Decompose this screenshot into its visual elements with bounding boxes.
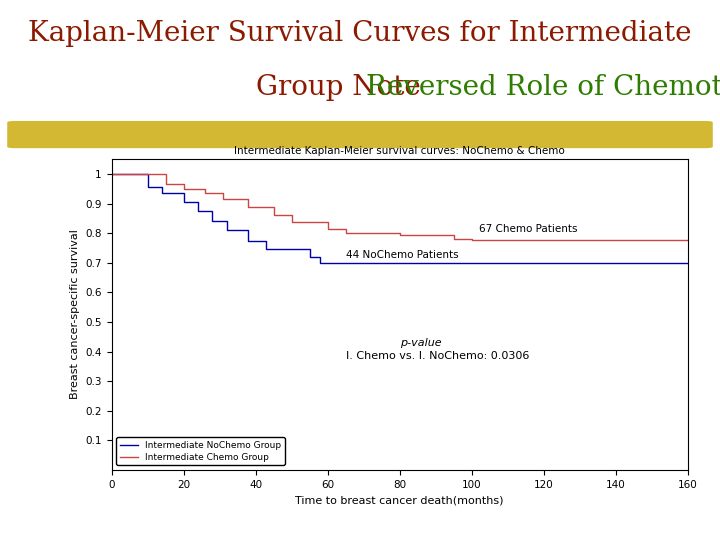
Intermediate NoChemo Group [262, 238, 271, 244]
FancyBboxPatch shape [7, 121, 713, 148]
Intermediate NoChemo Group [305, 246, 314, 253]
Intermediate NoChemo Group [341, 260, 350, 266]
Intermediate Chemo Group [161, 171, 170, 177]
Intermediate NoChemo Group [244, 238, 253, 244]
Intermediate NoChemo Group [143, 184, 152, 191]
Intermediate NoChemo Group [158, 184, 166, 191]
Intermediate NoChemo Group [683, 260, 692, 266]
Line: Intermediate Chemo Group: Intermediate Chemo Group [112, 174, 688, 240]
Intermediate NoChemo Group [179, 199, 188, 205]
Text: Group Note: Group Note [256, 74, 438, 101]
Text: Kaplan-Meier Survival Curves for Intermediate: Kaplan-Meier Survival Curves for Interme… [28, 20, 692, 47]
Intermediate Chemo Group [341, 230, 350, 237]
Text: 44 NoChemo Patients: 44 NoChemo Patients [346, 251, 458, 260]
Intermediate NoChemo Group [222, 218, 231, 225]
Title: Intermediate Kaplan-Meier survival curves: NoChemo & Chemo: Intermediate Kaplan-Meier survival curve… [234, 146, 565, 156]
Line: Intermediate NoChemo Group: Intermediate NoChemo Group [112, 174, 688, 263]
Intermediate Chemo Group [395, 232, 404, 238]
Intermediate NoChemo Group [305, 254, 314, 260]
Intermediate Chemo Group [140, 171, 148, 177]
Intermediate NoChemo Group [262, 246, 271, 253]
Intermediate NoChemo Group [132, 171, 141, 177]
Intermediate NoChemo Group [158, 190, 166, 197]
Intermediate Chemo Group [287, 219, 296, 225]
Intermediate Chemo Group [244, 204, 253, 211]
Intermediate Chemo Group [467, 237, 476, 243]
Intermediate NoChemo Group [683, 260, 692, 266]
Intermediate Chemo Group [219, 196, 228, 202]
Legend: Intermediate NoChemo Group, Intermediate Chemo Group: Intermediate NoChemo Group, Intermediate… [116, 437, 284, 465]
Intermediate Chemo Group [219, 190, 228, 197]
Intermediate Chemo Group [140, 171, 148, 177]
Intermediate Chemo Group [161, 181, 170, 188]
Text: p-value: p-value [400, 338, 441, 348]
Intermediate Chemo Group [107, 171, 116, 177]
Intermediate Chemo Group [323, 226, 332, 232]
Intermediate NoChemo Group [132, 171, 141, 177]
Intermediate Chemo Group [201, 186, 210, 192]
Intermediate Chemo Group [179, 186, 188, 192]
Intermediate NoChemo Group [244, 227, 253, 233]
Intermediate Chemo Group [449, 232, 458, 238]
Intermediate Chemo Group [287, 212, 296, 219]
Intermediate Chemo Group [683, 237, 692, 243]
Intermediate Chemo Group [179, 181, 188, 188]
Y-axis label: Breast cancer-specific survival: Breast cancer-specific survival [70, 230, 80, 400]
Intermediate NoChemo Group [316, 260, 325, 266]
Intermediate NoChemo Group [143, 171, 152, 177]
Text: 67 Chemo Patients: 67 Chemo Patients [479, 224, 577, 234]
X-axis label: Time to breast cancer death(months): Time to breast cancer death(months) [295, 495, 504, 505]
Intermediate NoChemo Group [208, 208, 217, 214]
Intermediate NoChemo Group [107, 171, 116, 177]
Intermediate NoChemo Group [208, 218, 217, 225]
Intermediate Chemo Group [244, 196, 253, 202]
Intermediate NoChemo Group [222, 227, 231, 233]
Intermediate Chemo Group [341, 226, 350, 232]
Intermediate Chemo Group [467, 235, 476, 242]
Intermediate Chemo Group [395, 230, 404, 237]
Intermediate Chemo Group [323, 219, 332, 225]
Text: Reversed Role of Chemotherapy: Reversed Role of Chemotherapy [366, 74, 720, 101]
Intermediate NoChemo Group [316, 254, 325, 260]
Intermediate Chemo Group [449, 235, 458, 242]
Intermediate Chemo Group [683, 237, 692, 243]
Intermediate NoChemo Group [341, 260, 350, 266]
Text: I. Chemo vs. I. NoChemo: 0.0306: I. Chemo vs. I. NoChemo: 0.0306 [346, 351, 529, 361]
Intermediate NoChemo Group [194, 199, 202, 205]
Intermediate Chemo Group [269, 212, 278, 219]
Intermediate NoChemo Group [179, 190, 188, 197]
Intermediate Chemo Group [201, 190, 210, 197]
Intermediate NoChemo Group [194, 208, 202, 214]
Intermediate Chemo Group [269, 204, 278, 211]
